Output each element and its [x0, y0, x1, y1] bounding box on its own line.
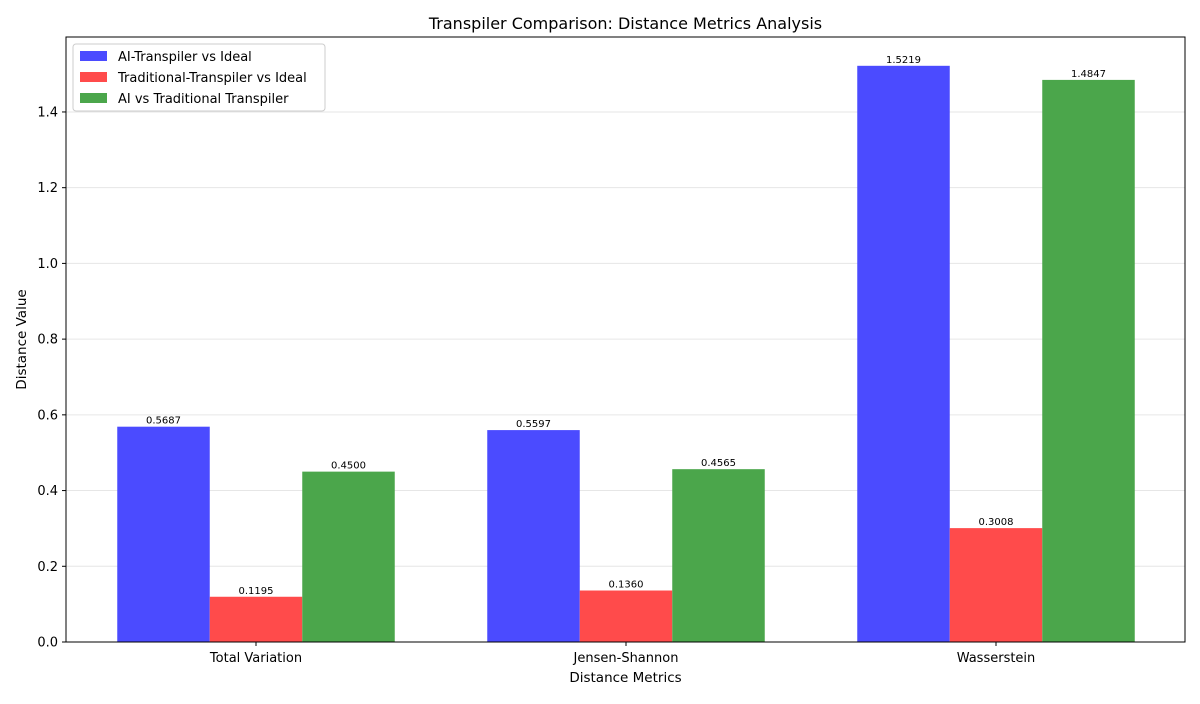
bar-value-label: 0.5597 [516, 419, 551, 430]
y-tick-label: 1.2 [37, 181, 58, 196]
y-tick-label: 0.2 [37, 560, 58, 575]
bar [302, 471, 395, 642]
legend-swatch [80, 51, 107, 61]
x-tick-label: Total Variation [209, 651, 302, 666]
x-tick-label: Wasserstein [957, 651, 1036, 666]
x-axis-label: Distance Metrics [569, 670, 681, 686]
y-axis: 0.0 0.2 0.4 0.6 0.8 1.0 1.2 1.4 [37, 105, 66, 651]
bar [949, 528, 1043, 642]
y-tick-label: 0.0 [37, 636, 58, 651]
y-tick-label: 1.0 [37, 257, 58, 272]
legend: AI-Transpiler vs Ideal Traditional-Transp… [72, 43, 326, 112]
legend-label: Traditional-Transpiler vs Ideal [117, 71, 307, 86]
legend-frame [72, 43, 326, 112]
x-tick-label: Jensen-Shannon [573, 651, 679, 666]
bar-value-label: 1.5219 [886, 55, 921, 66]
y-tick-label: 0.6 [37, 408, 58, 423]
bar [672, 469, 765, 642]
bar-value-label: 0.3008 [979, 517, 1014, 528]
grid-lines [66, 111, 1185, 643]
bar-value-label: 0.5687 [146, 416, 181, 427]
bars [117, 65, 1135, 642]
bar-value-label: 0.1360 [609, 580, 644, 591]
x-axis: Total Variation Jensen-Shannon Wasserstein [209, 642, 1035, 666]
legend-label: AI-Transpiler vs Ideal [118, 50, 252, 65]
bar-value-label: 0.4500 [331, 461, 366, 472]
bar-value-label: 1.4847 [1071, 69, 1106, 80]
legend-swatch [80, 72, 107, 82]
bar-value-label: 0.1195 [239, 586, 274, 597]
y-tick-label: 1.4 [37, 105, 58, 120]
bar [117, 426, 210, 642]
bar [1042, 79, 1135, 642]
bar [487, 430, 580, 642]
bar [579, 590, 673, 642]
bar [857, 65, 950, 642]
bar-value-labels: 0.5687 0.1195 0.4500 0.5597 0.1360 0.4565 1.52… [146, 55, 1106, 597]
chart-title: Transpiler Comparison: Distance Metrics … [428, 14, 822, 33]
y-axis-label: Distance Value [14, 289, 30, 389]
bar [209, 596, 303, 642]
y-tick-label: 0.4 [37, 484, 58, 499]
bar-value-label: 0.4565 [701, 458, 736, 469]
legend-label: AI vs Traditional Transpiler [118, 92, 289, 107]
legend-swatch [80, 93, 107, 103]
y-tick-label: 0.8 [37, 333, 58, 348]
